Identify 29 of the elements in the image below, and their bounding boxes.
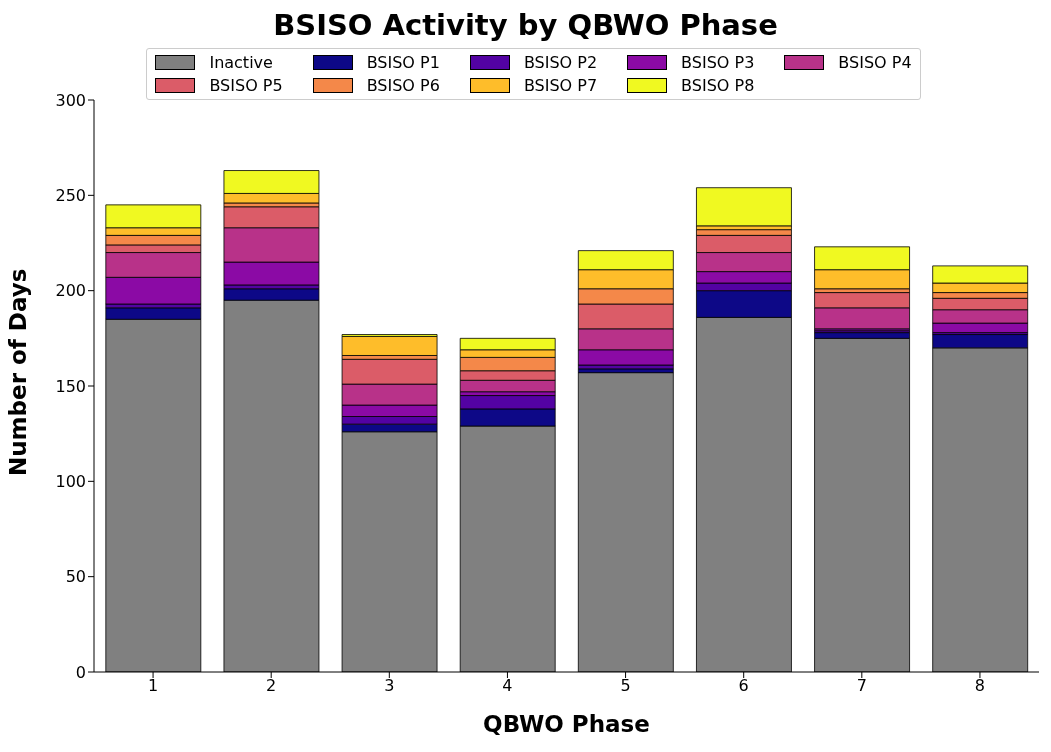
legend-label: BSISO P1 — [366, 53, 440, 72]
bar — [341, 336, 438, 356]
y-tick-label: 300 — [55, 90, 86, 110]
y-tick-label: 150 — [55, 376, 86, 396]
chart-title: BSISO Activity by QBWO Phase — [272, 8, 779, 44]
legend-label: BSISO P6 — [366, 76, 440, 95]
y-tick-label: 0 — [75, 662, 86, 682]
x-tick-label: 1 — [147, 676, 159, 696]
x-tick-label: 3 — [384, 676, 395, 696]
y-tick-label: 250 — [55, 186, 86, 206]
y-axis-title: Number of Days — [5, 268, 32, 476]
legend-label: Inactive — [209, 53, 273, 72]
x-tick-label: 5 — [620, 676, 631, 696]
x-tick-label: 6 — [738, 676, 749, 696]
legend-label: BSISO P2 — [523, 53, 598, 72]
legend-label: BSISO P4 — [838, 53, 912, 72]
legend-label: BSISO P8 — [681, 76, 755, 95]
bar — [696, 187, 792, 227]
y-tick-label: 50 — [65, 567, 86, 587]
y-tick-label: 100 — [55, 472, 86, 492]
y-tick-label: 200 — [55, 281, 86, 301]
legend-label: BSISO P3 — [681, 53, 755, 72]
x-tick-label: 4 — [502, 676, 513, 696]
legend-label: BSISO P5 — [209, 76, 283, 95]
x-tick-label: 2 — [266, 676, 277, 696]
x-axis-title: QBWO Phase — [483, 711, 650, 737]
legend-label: BSISO P7 — [523, 76, 598, 95]
x-tick-label: 8 — [974, 676, 986, 696]
x-tick-label: 7 — [856, 676, 867, 696]
